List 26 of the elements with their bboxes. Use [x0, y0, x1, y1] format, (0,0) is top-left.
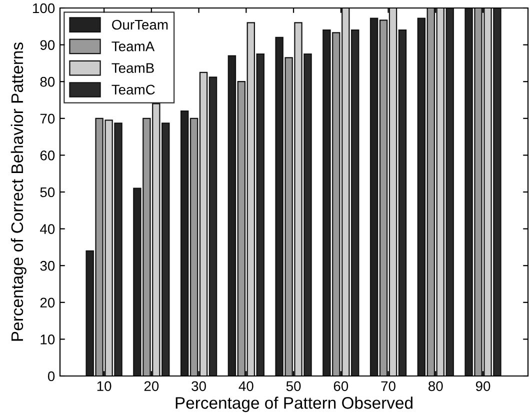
x-tick-label: 90: [476, 381, 490, 392]
x-tick-label: 30: [192, 381, 206, 392]
y-tick-label: 70: [40, 114, 55, 124]
x-axis-title: Percentage of Pattern Observed: [176, 396, 412, 412]
x-tick-label: 20: [144, 381, 159, 392]
legend-label: TeamA: [112, 42, 155, 52]
y-axis-title: Percentage of Correct Behavior Patterns: [10, 42, 26, 341]
y-tick-label: 100: [33, 3, 55, 14]
legend-label: OurTeam: [112, 20, 168, 30]
y-tick-label: 10: [40, 334, 55, 344]
x-tick-label: 70: [381, 381, 396, 392]
y-tick-label: 50: [40, 187, 55, 198]
x-tick-label: 10: [97, 381, 112, 392]
x-tick-label: 50: [286, 381, 301, 392]
y-tick-label: 0: [48, 371, 55, 382]
x-tick-label: 40: [238, 381, 254, 392]
legend-label: TeamC: [112, 84, 155, 95]
y-tick-label: 20: [40, 298, 55, 308]
y-tick-label: 30: [40, 260, 55, 271]
legend-label: TeamB: [112, 63, 154, 73]
y-tick-label: 90: [40, 40, 55, 50]
y-tick-label: 80: [40, 76, 55, 87]
y-tick-label: 60: [40, 150, 55, 160]
y-tick-label: 40: [40, 224, 55, 234]
x-tick-label: 60: [334, 381, 348, 392]
x-tick-label: 80: [428, 381, 443, 392]
